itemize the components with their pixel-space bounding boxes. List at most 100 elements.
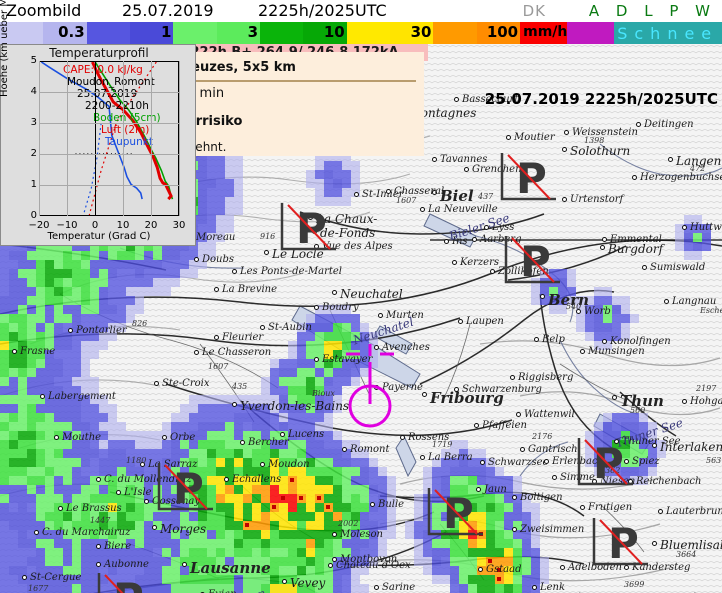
map-city-dot xyxy=(624,459,629,464)
radar-cell xyxy=(252,440,261,449)
map-city-dot xyxy=(464,167,469,172)
radar-cell xyxy=(333,476,342,485)
thunderstorm-marker-layer[interactable]: PPPPPPPPP xyxy=(0,44,722,593)
radar-cell xyxy=(45,458,54,467)
radar-cell xyxy=(594,323,603,332)
radar-cell xyxy=(459,548,468,557)
radar-cell xyxy=(63,350,72,359)
radar-cell xyxy=(81,539,90,548)
radar-cell xyxy=(81,314,90,323)
radar-cell xyxy=(603,422,612,431)
radar-cell xyxy=(162,494,171,503)
radar-cell xyxy=(81,557,90,566)
radar-cell xyxy=(648,467,657,476)
radar-cell xyxy=(72,476,81,485)
radar-cell xyxy=(126,566,135,575)
radar-cell xyxy=(459,485,468,494)
radar-cell xyxy=(126,512,135,521)
radar-cell xyxy=(459,512,468,521)
radar-cell xyxy=(45,512,54,521)
radar-cell xyxy=(99,260,108,269)
radar-cell xyxy=(531,530,540,539)
radar-cell xyxy=(450,503,459,512)
radar-cell xyxy=(324,404,333,413)
radar-cell xyxy=(198,431,207,440)
radar-cell xyxy=(360,521,369,530)
radar-cell xyxy=(162,467,171,476)
radar-cell xyxy=(531,575,540,584)
header-layer-flags[interactable]: A D L P W xyxy=(588,2,716,20)
radar-cell xyxy=(360,458,369,467)
radar-cell xyxy=(18,440,27,449)
radar-cell xyxy=(117,530,126,539)
radar-cell xyxy=(198,422,207,431)
radar-cell xyxy=(252,512,261,521)
radar-cell xyxy=(216,521,225,530)
thunderstorm-marker[interactable]: P xyxy=(502,232,566,288)
radar-cell xyxy=(333,395,342,404)
radar-cell xyxy=(207,413,216,422)
radar-cell xyxy=(513,521,522,530)
map-city-dot xyxy=(152,525,157,530)
radar-cell xyxy=(207,422,216,431)
radar-cell xyxy=(189,494,198,503)
thunderstorm-marker[interactable]: P xyxy=(95,569,159,593)
radar-cell xyxy=(504,503,513,512)
radar-cell xyxy=(252,557,261,566)
radar-cell xyxy=(0,530,9,539)
thunderstorm-marker[interactable]: P xyxy=(425,484,489,540)
radar-cell xyxy=(234,575,243,584)
radar-cell xyxy=(297,350,306,359)
radar-cell xyxy=(108,467,117,476)
radar-cell xyxy=(612,305,621,314)
radar-cell xyxy=(45,548,54,557)
radar-cell xyxy=(198,161,207,170)
radar-cell xyxy=(333,350,342,359)
radar-cell xyxy=(477,575,486,584)
radar-cell xyxy=(270,422,279,431)
radar-cell xyxy=(333,341,342,350)
map-city-dot xyxy=(560,565,565,570)
radar-cell xyxy=(351,170,360,179)
thunderstorm-marker[interactable]: P xyxy=(498,149,562,205)
thunderstorm-marker[interactable]: P xyxy=(278,199,342,255)
radar-cell xyxy=(171,476,180,485)
radar-cell xyxy=(27,287,36,296)
radar-cell xyxy=(117,323,126,332)
radar-cell xyxy=(27,521,36,530)
radar-cell xyxy=(459,476,468,485)
radar-cell xyxy=(351,521,360,530)
radar-cell xyxy=(171,575,180,584)
thunderstorm-marker[interactable]: P xyxy=(590,514,654,570)
radar-cell xyxy=(36,485,45,494)
radar-cell xyxy=(378,521,387,530)
radar-cell xyxy=(225,539,234,548)
radar-cell xyxy=(261,413,270,422)
radar-cell xyxy=(45,467,54,476)
map-city-dot xyxy=(260,325,265,330)
radar-cell xyxy=(45,278,54,287)
radar-cell xyxy=(288,377,297,386)
radar-cell xyxy=(126,305,135,314)
radar-cell xyxy=(126,494,135,503)
radar-cell xyxy=(162,557,171,566)
chart-x-tick-10: 10 xyxy=(116,220,130,231)
radar-cell xyxy=(126,521,135,530)
radar-cell xyxy=(0,251,9,260)
radar-cell xyxy=(63,368,72,377)
radar-cell xyxy=(90,548,99,557)
radar-cell xyxy=(288,350,297,359)
radar-cell xyxy=(54,539,63,548)
precipitation-colorbar[interactable]: 0.3 1 3 10 30 100 mm/h Schnee xyxy=(0,22,722,44)
radar-cell xyxy=(270,512,279,521)
radar-cell xyxy=(198,197,207,206)
radar-cell xyxy=(135,476,144,485)
radar-cell xyxy=(117,251,126,260)
radar-cell xyxy=(261,521,270,530)
radar-cell xyxy=(513,584,522,593)
radar-cell xyxy=(207,206,216,215)
thunderstorm-marker[interactable]: P xyxy=(155,459,219,515)
thunderstorm-marker[interactable]: P xyxy=(575,434,639,490)
radar-cell xyxy=(423,530,432,539)
